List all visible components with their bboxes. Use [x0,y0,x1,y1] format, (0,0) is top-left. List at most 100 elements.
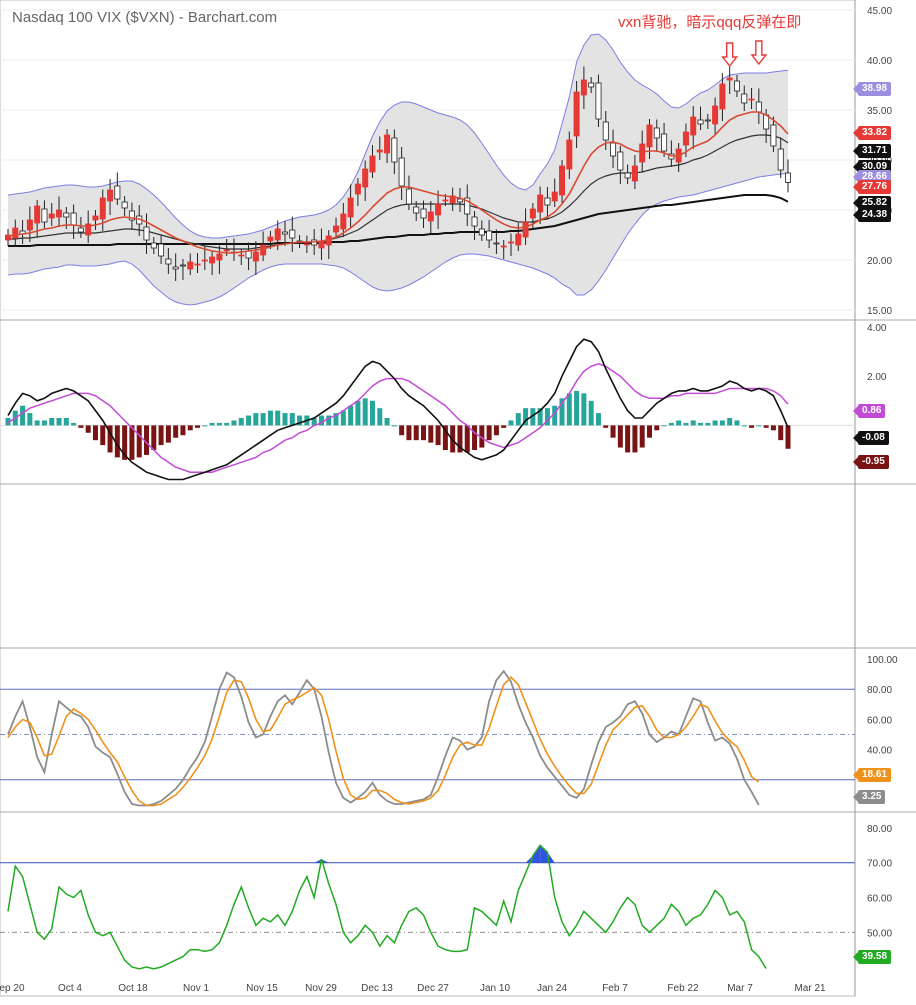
candle-body [449,195,456,204]
candle-body [755,101,762,113]
chart-title: Nasdaq 100 VIX ($VXN) - Barchart.com [12,9,278,26]
macd-histogram-bar [122,425,128,460]
candle-body [172,266,179,270]
y-tick-label: 40.00 [867,56,892,67]
macd-histogram-bar [253,413,259,426]
candle-body [602,121,609,141]
candle-body [223,249,230,252]
annotation-text: vxn背驰，暗示qqq反弹在即 [618,14,802,31]
candle-body [661,133,668,152]
macd-histogram-bar [348,405,354,426]
x-tick-label: Nov 29 [305,983,337,994]
candle-body [733,80,740,92]
candle-body [201,259,208,262]
candle-body [107,189,114,202]
last-value-badge: 18.61 [852,768,892,782]
last-value-badge: 24.38 [852,208,892,222]
candle-body [544,197,551,206]
last-value-badge: -0.08 [853,431,889,445]
candle-body [150,242,157,249]
macd-histogram-bar [741,425,747,427]
macd-histogram-bar [552,405,558,426]
stochastic-k-line [7,669,760,807]
candle-body [405,188,412,205]
macd-histogram-bar [515,413,521,426]
y-tick-label: 4.00 [867,323,887,334]
rsi-line [7,844,767,970]
macd-histogram-bar [544,408,550,426]
macd-histogram-bar [136,425,142,458]
candle-body [537,194,544,213]
candle-body [48,213,55,219]
macd-histogram-bar [297,415,303,426]
macd-histogram-bar [202,425,208,427]
candle-body [478,228,485,236]
candle-body [26,219,33,231]
candle-body [318,241,325,249]
candle-body [34,205,41,224]
macd-histogram-bar [530,408,536,426]
macd-histogram-bar [355,400,361,426]
macd-histogram-bar [479,425,485,448]
macd-histogram-bar [216,422,222,426]
candle-body [41,208,48,223]
macd-histogram-bar [493,425,499,436]
candle-body [413,206,420,214]
macd-histogram-bar [698,422,704,426]
macd-histogram-bar [435,425,441,446]
candle-body [726,77,733,81]
macd-histogram-bar [246,415,252,426]
macd-histogram-bar [275,410,281,426]
candle-body [238,254,245,257]
candle-body [340,213,347,230]
candle-body [493,242,500,245]
candle-body [435,203,442,216]
macd-histogram-bar [413,425,419,441]
stochastic-d-line [7,676,760,807]
rsi-overbought-fill [532,845,541,863]
candle-body [551,191,558,202]
macd-histogram-bar [523,408,529,426]
candle-body [507,241,514,244]
candle-body [777,148,784,171]
candle-body [595,82,602,120]
macd-histogram-bar [617,425,623,448]
candle-body [63,212,70,218]
macd-histogram-bar [231,420,237,426]
macd-histogram-bar [5,418,11,426]
macd-histogram-bar [654,425,660,431]
candle-body [282,231,289,235]
candle-body [566,139,573,170]
macd-histogram-bar [100,425,106,446]
macd-histogram-bar [421,425,427,441]
x-tick-label: Feb 22 [667,983,699,994]
last-value-badge: 25.82 [852,196,892,210]
macd-histogram-bar [588,400,594,426]
macd-histogram-bar [267,410,273,426]
macd-histogram-bar [49,418,55,426]
candle-body [653,127,660,139]
macd-histogram-bar [763,425,769,428]
candle-body [354,183,361,195]
macd-histogram-bar [209,422,215,426]
macd-histogram-bar [610,425,616,438]
y-tick-label: 80.00 [867,685,892,696]
macd-histogram-bar [78,425,84,428]
candle-body [85,223,92,236]
macd-histogram-bar [20,405,26,426]
macd-histogram-bar [71,422,77,426]
macd-histogram-bar [603,425,609,428]
macd-histogram-bar [574,390,580,426]
candle-body [274,228,281,241]
macd-histogram-bar [501,425,507,428]
candle-body [522,221,529,238]
candle-body [12,227,19,239]
macd-histogram-bar [464,425,470,453]
candle-body [391,137,398,163]
candle-body [639,143,646,163]
y-tick-label: 70.00 [867,859,892,870]
x-tick-label: Nov 1 [183,983,210,994]
macd-histogram-bar [340,410,346,426]
macd-histogram-bar [442,425,448,450]
